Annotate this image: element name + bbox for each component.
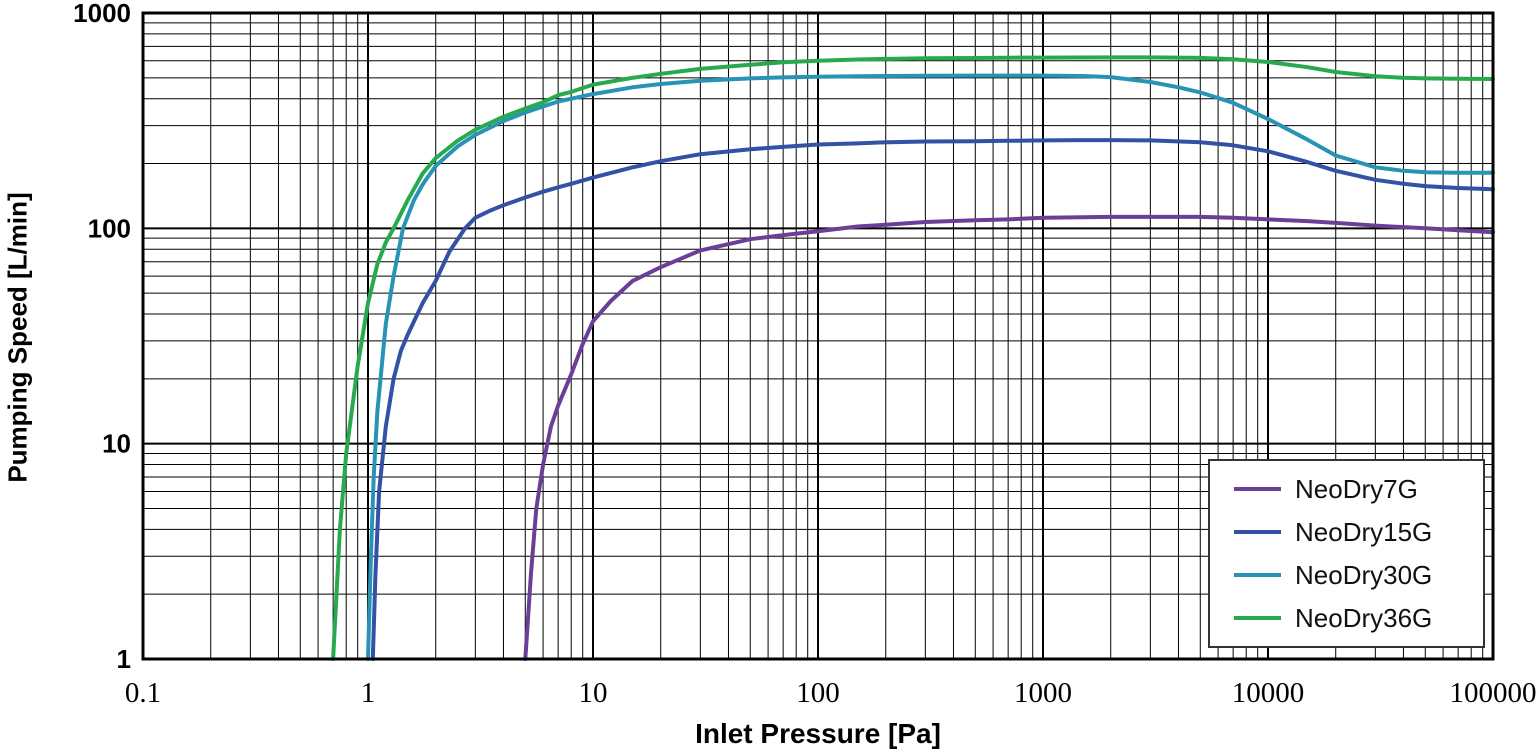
y-axis-title: Pumping Speed [L/min]	[2, 192, 33, 483]
curve-neodry30g	[366, 73, 1495, 661]
legend: NeoDry7G NeoDry15G NeoDry30G NeoDry36G	[1208, 459, 1485, 648]
legend-line-swatch	[1234, 486, 1281, 491]
x-axis-title: Inlet Pressure [Pa]	[695, 718, 941, 749]
plot-border	[141, 11, 1495, 661]
legend-item: NeoDry36G	[1234, 605, 1483, 631]
y-tick-label: 10	[102, 429, 131, 459]
x-tick-label: 100000	[1450, 677, 1537, 709]
legend-line-swatch	[1234, 616, 1281, 621]
legend-label: NeoDry36G	[1295, 603, 1433, 634]
legend-label: NeoDry15G	[1295, 516, 1433, 547]
curve-neodry36g	[331, 55, 1495, 661]
curve-neodry15g	[370, 138, 1495, 661]
legend-label: NeoDry7G	[1295, 473, 1418, 504]
x-tick-label: 10	[579, 677, 608, 709]
legend-item: NeoDry7G	[1234, 476, 1483, 502]
x-tick-label: 0.1	[125, 677, 161, 709]
legend-item: NeoDry15G	[1234, 519, 1483, 545]
legend-item: NeoDry30G	[1234, 562, 1483, 588]
legend-line-swatch	[1234, 529, 1281, 534]
legend-label: NeoDry30G	[1295, 560, 1433, 591]
x-tick-label: 1	[361, 677, 376, 709]
y-tick-label: 1	[117, 644, 131, 674]
x-tick-label: 100	[796, 677, 840, 709]
curve-neodry7g	[523, 214, 1495, 661]
y-tick-label: 1000	[73, 0, 131, 28]
y-tick-label: 100	[88, 213, 131, 243]
x-tick-label: 10000	[1232, 677, 1305, 709]
x-tick-label: 1000	[1014, 677, 1072, 709]
legend-line-swatch	[1234, 573, 1281, 578]
